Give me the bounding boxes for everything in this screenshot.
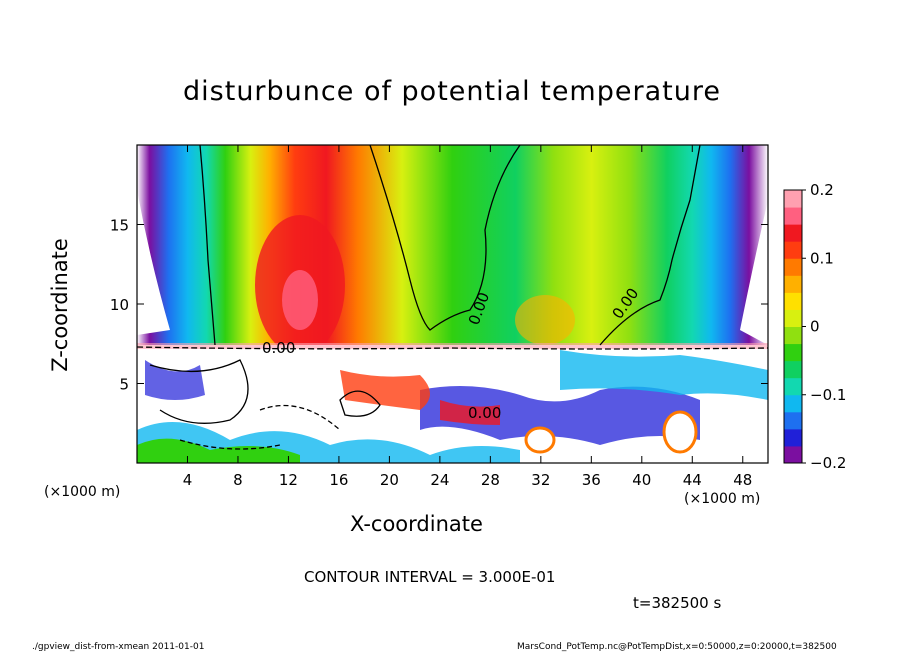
colorbar-swatch: [784, 241, 802, 259]
y-tick-label: 10: [110, 296, 129, 314]
x-tick-label: 48: [733, 471, 752, 489]
colorbar-swatch: [784, 360, 802, 379]
chart-title: disturbunce of potential temperature: [183, 76, 721, 107]
colorbar-swatch: [784, 190, 802, 208]
x-tick-label: 24: [430, 471, 449, 489]
contour-interval-text: CONTOUR INTERVAL = 3.000E-01: [304, 568, 556, 586]
footer-right-text: MarsCond_PotTemp.nc@PotTempDist,x=0:5000…: [517, 642, 837, 652]
colorbar-swatch: [784, 428, 802, 447]
footer-left-text: ./gpview_dist-from-xmean 2011-01-01: [32, 642, 205, 652]
colorbar-tick-label: 0: [810, 318, 820, 336]
heatmap-field: [137, 145, 768, 463]
colorbar-swatch: [784, 377, 802, 396]
colorbar-swatch: [784, 394, 802, 413]
contour-lines: [136, 144, 769, 450]
contour-label: 0.00: [468, 404, 501, 422]
colorbar-tick-label: 0.1: [810, 249, 834, 267]
colorbar-swatch: [784, 292, 802, 310]
colorbar: −0.2 −0.1 0 0.1 0.2: [783, 181, 846, 472]
x-unit-label-left: (×1000 m): [44, 484, 121, 500]
y-tick-label: 5: [119, 376, 129, 394]
x-tick-label: 20: [380, 471, 399, 489]
colorbar-swatch: [784, 343, 802, 362]
x-tick-label: 8: [233, 471, 243, 489]
x-tick-label: 44: [683, 471, 702, 489]
x-tick-label: 32: [531, 471, 550, 489]
x-tick-label: 16: [329, 471, 348, 489]
x-tick-label: 28: [481, 471, 500, 489]
y-tick-label: 15: [110, 217, 129, 235]
x-tick-label: 36: [582, 471, 601, 489]
colorbar-swatch: [784, 258, 802, 276]
contour-label: 0.00: [262, 339, 295, 357]
x-tick-label: 40: [632, 471, 651, 489]
colorbar-swatch: [784, 224, 802, 242]
colorbar-swatch: [784, 411, 802, 430]
x-unit-label-right: (×1000 m): [684, 491, 761, 507]
colorbar-swatch: [784, 445, 802, 464]
colorbar-tick-label: −0.2: [810, 454, 846, 472]
x-tick-label: 12: [279, 471, 298, 489]
colorbar-tick-label: −0.1: [810, 386, 846, 404]
colorbar-tick-label: 0.2: [810, 181, 834, 199]
colorbar-swatch: [784, 309, 802, 327]
x-axis-label: X-coordinate: [350, 512, 483, 536]
x-tick-label: 4: [183, 471, 193, 489]
colorbar-swatch: [784, 275, 802, 293]
time-label: t=382500 s: [633, 594, 722, 612]
colorbar-swatch: [784, 207, 802, 225]
colorbar-swatch: [784, 326, 802, 345]
